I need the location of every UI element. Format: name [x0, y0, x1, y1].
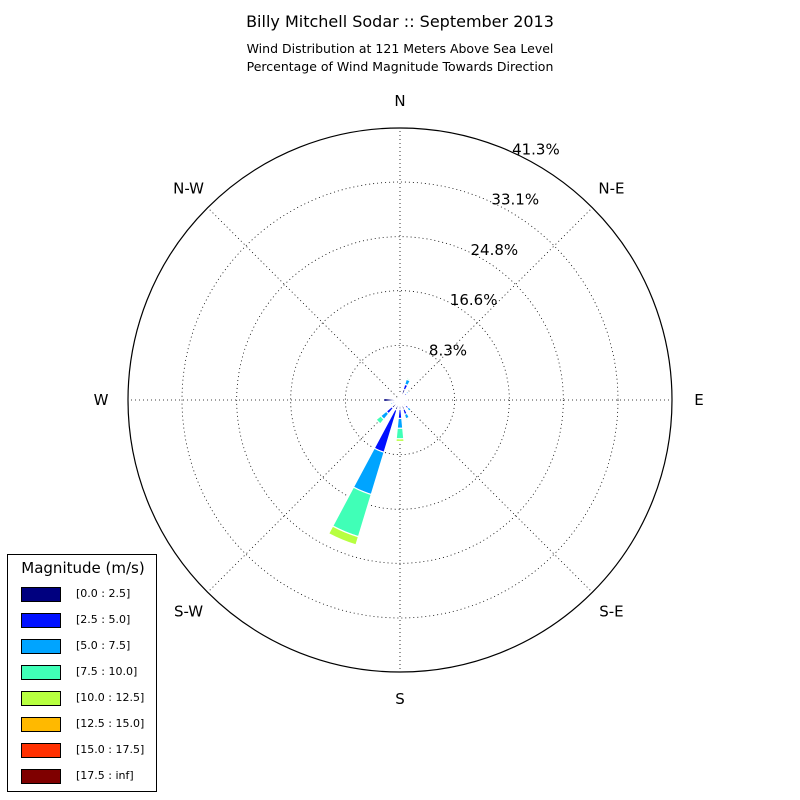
windrose-bar-segment — [382, 397, 385, 403]
radial-gridline — [399, 399, 593, 593]
legend-swatch — [21, 717, 61, 732]
legend-swatch — [21, 691, 61, 706]
legend-label: [10.0 : 12.5] — [76, 691, 145, 704]
windrose-bar-segment — [404, 416, 411, 421]
direction-label: S-E — [599, 602, 623, 620]
legend-label: [15.0 : 17.5] — [76, 743, 145, 756]
windrose-bar-segment — [398, 397, 401, 400]
windrose-bar-segment — [406, 389, 411, 394]
outer-circle — [127, 127, 673, 673]
windrose-bar-segment — [389, 401, 394, 406]
windrose-bar-segment — [405, 377, 412, 382]
windrose-bar-segment — [398, 393, 402, 396]
legend-title: Magnitude (m/s) — [21, 559, 145, 577]
windrose-bar-segment — [352, 447, 385, 496]
windrose-bar-segment — [396, 397, 400, 401]
polar-grid — [128, 128, 672, 672]
windrose-bar-segment — [397, 408, 403, 420]
radial-gridcircle — [236, 236, 564, 564]
radial-tick-label: 33.1% — [491, 191, 539, 209]
radial-tick-label: 16.6% — [450, 291, 498, 309]
windrose-bar-segment — [395, 438, 405, 443]
windrose-bars — [327, 377, 413, 546]
direction-label: N-E — [598, 180, 624, 198]
radial-gridcircle — [181, 181, 619, 619]
legend-swatch — [21, 743, 61, 758]
legend-label: [0.0 : 2.5] — [76, 587, 131, 600]
radial-gridline — [207, 207, 401, 401]
polar-labels: N N-E E S-E S S-W W N-W 8.3% 16.6% 24.8% 33.1% 41.3% — [94, 92, 704, 708]
legend-swatch — [21, 587, 61, 602]
radial-gridline — [207, 399, 401, 593]
direction-label: N — [394, 92, 405, 110]
windrose-bar-segment — [406, 398, 409, 402]
direction-label: N-W — [173, 180, 204, 198]
radial-gridline — [399, 207, 593, 401]
legend-label: [17.5 : inf] — [76, 769, 134, 782]
windrose-bar-segment — [396, 417, 404, 429]
chart-subtitle-line-2: Percentage of Wind Magnitude Towards Dir… — [246, 59, 554, 74]
legend-swatch — [21, 665, 61, 680]
legend-label: [7.5 : 10.0] — [76, 665, 138, 678]
windrose-bar-segment — [408, 408, 413, 413]
legend-label: [2.5 : 5.0] — [76, 613, 131, 626]
windrose-bar-segment — [375, 415, 385, 425]
polar-outer-ring — [127, 127, 673, 673]
radial-tick-label: 8.3% — [429, 341, 467, 359]
windrose-bar-segment — [401, 397, 404, 400]
windrose-bar-segment — [395, 427, 405, 440]
chart-title: Billy Mitchell Sodar :: September 2013 — [246, 12, 554, 31]
radial-tick-label: 41.3% — [512, 141, 560, 159]
legend-label: [5.0 : 7.5] — [76, 639, 131, 652]
windrose-bar-segment — [406, 401, 409, 405]
legend-swatch — [21, 769, 61, 784]
radial-gridcircle — [290, 290, 510, 510]
legend-label: [12.5 : 15.0] — [76, 717, 145, 730]
direction-label: S — [395, 690, 405, 708]
direction-label: W — [94, 391, 109, 409]
legend: Magnitude (m/s) [0.0 : 2.5] [2.5 : 5.0] [5… — [7, 554, 157, 792]
legend-swatch — [21, 639, 61, 654]
direction-label: E — [694, 391, 703, 409]
radial-tick-label: 24.8% — [471, 241, 519, 259]
direction-label: S-W — [174, 602, 203, 620]
radial-gridcircle — [344, 344, 456, 456]
chart-subtitle-line-1: Wind Distribution at 121 Meters Above Se… — [246, 41, 554, 56]
windrose-bar-segment — [327, 525, 360, 546]
legend-swatch — [21, 613, 61, 628]
